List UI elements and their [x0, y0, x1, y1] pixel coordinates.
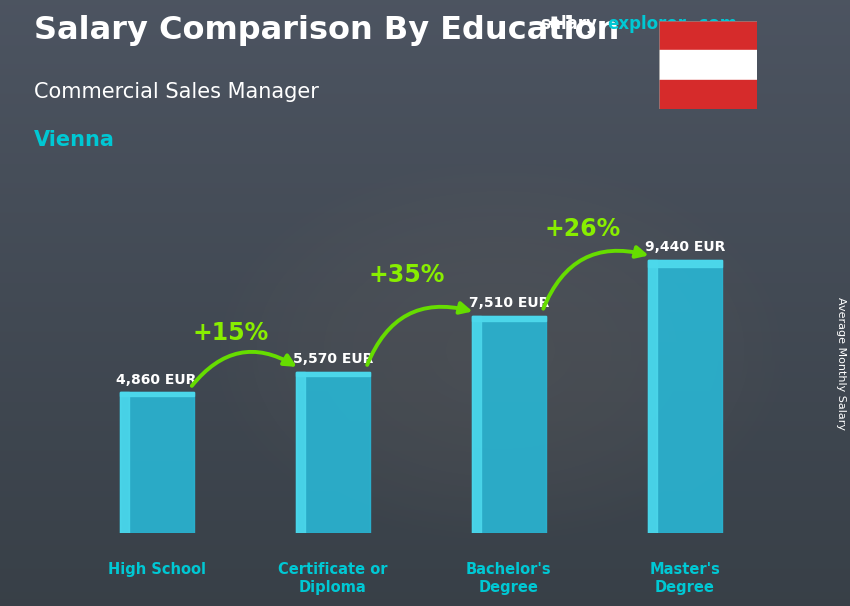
Bar — [472, 316, 546, 321]
Text: +15%: +15% — [192, 321, 269, 345]
Bar — [472, 316, 546, 533]
Bar — [659, 79, 756, 109]
Text: Bachelor's
Degree: Bachelor's Degree — [466, 562, 552, 594]
Text: High School: High School — [108, 562, 206, 578]
Text: +35%: +35% — [369, 264, 445, 287]
Bar — [659, 50, 756, 79]
Bar — [472, 316, 481, 533]
Text: 9,440 EUR: 9,440 EUR — [644, 240, 725, 254]
Text: Vienna: Vienna — [34, 130, 115, 150]
Text: Master's
Degree: Master's Degree — [649, 562, 720, 594]
Bar — [659, 21, 756, 50]
Text: 7,510 EUR: 7,510 EUR — [468, 296, 549, 310]
Text: Commercial Sales Manager: Commercial Sales Manager — [34, 82, 319, 102]
Bar — [120, 393, 194, 396]
Bar — [296, 372, 304, 533]
Text: Certificate or
Diploma: Certificate or Diploma — [278, 562, 388, 594]
Bar — [648, 260, 657, 533]
Bar — [120, 393, 194, 533]
Text: .com: .com — [693, 15, 738, 33]
Bar — [296, 372, 370, 533]
Bar — [648, 260, 722, 533]
Text: salary: salary — [540, 15, 597, 33]
Text: Salary Comparison By Education: Salary Comparison By Education — [34, 15, 620, 46]
Bar — [648, 260, 722, 267]
Text: Average Monthly Salary: Average Monthly Salary — [836, 297, 846, 430]
Text: +26%: +26% — [545, 217, 620, 241]
Bar — [296, 372, 370, 376]
Text: 4,860 EUR: 4,860 EUR — [116, 373, 197, 387]
Text: explorer: explorer — [608, 15, 687, 33]
Bar — [120, 393, 128, 533]
Text: 5,570 EUR: 5,570 EUR — [292, 352, 373, 366]
